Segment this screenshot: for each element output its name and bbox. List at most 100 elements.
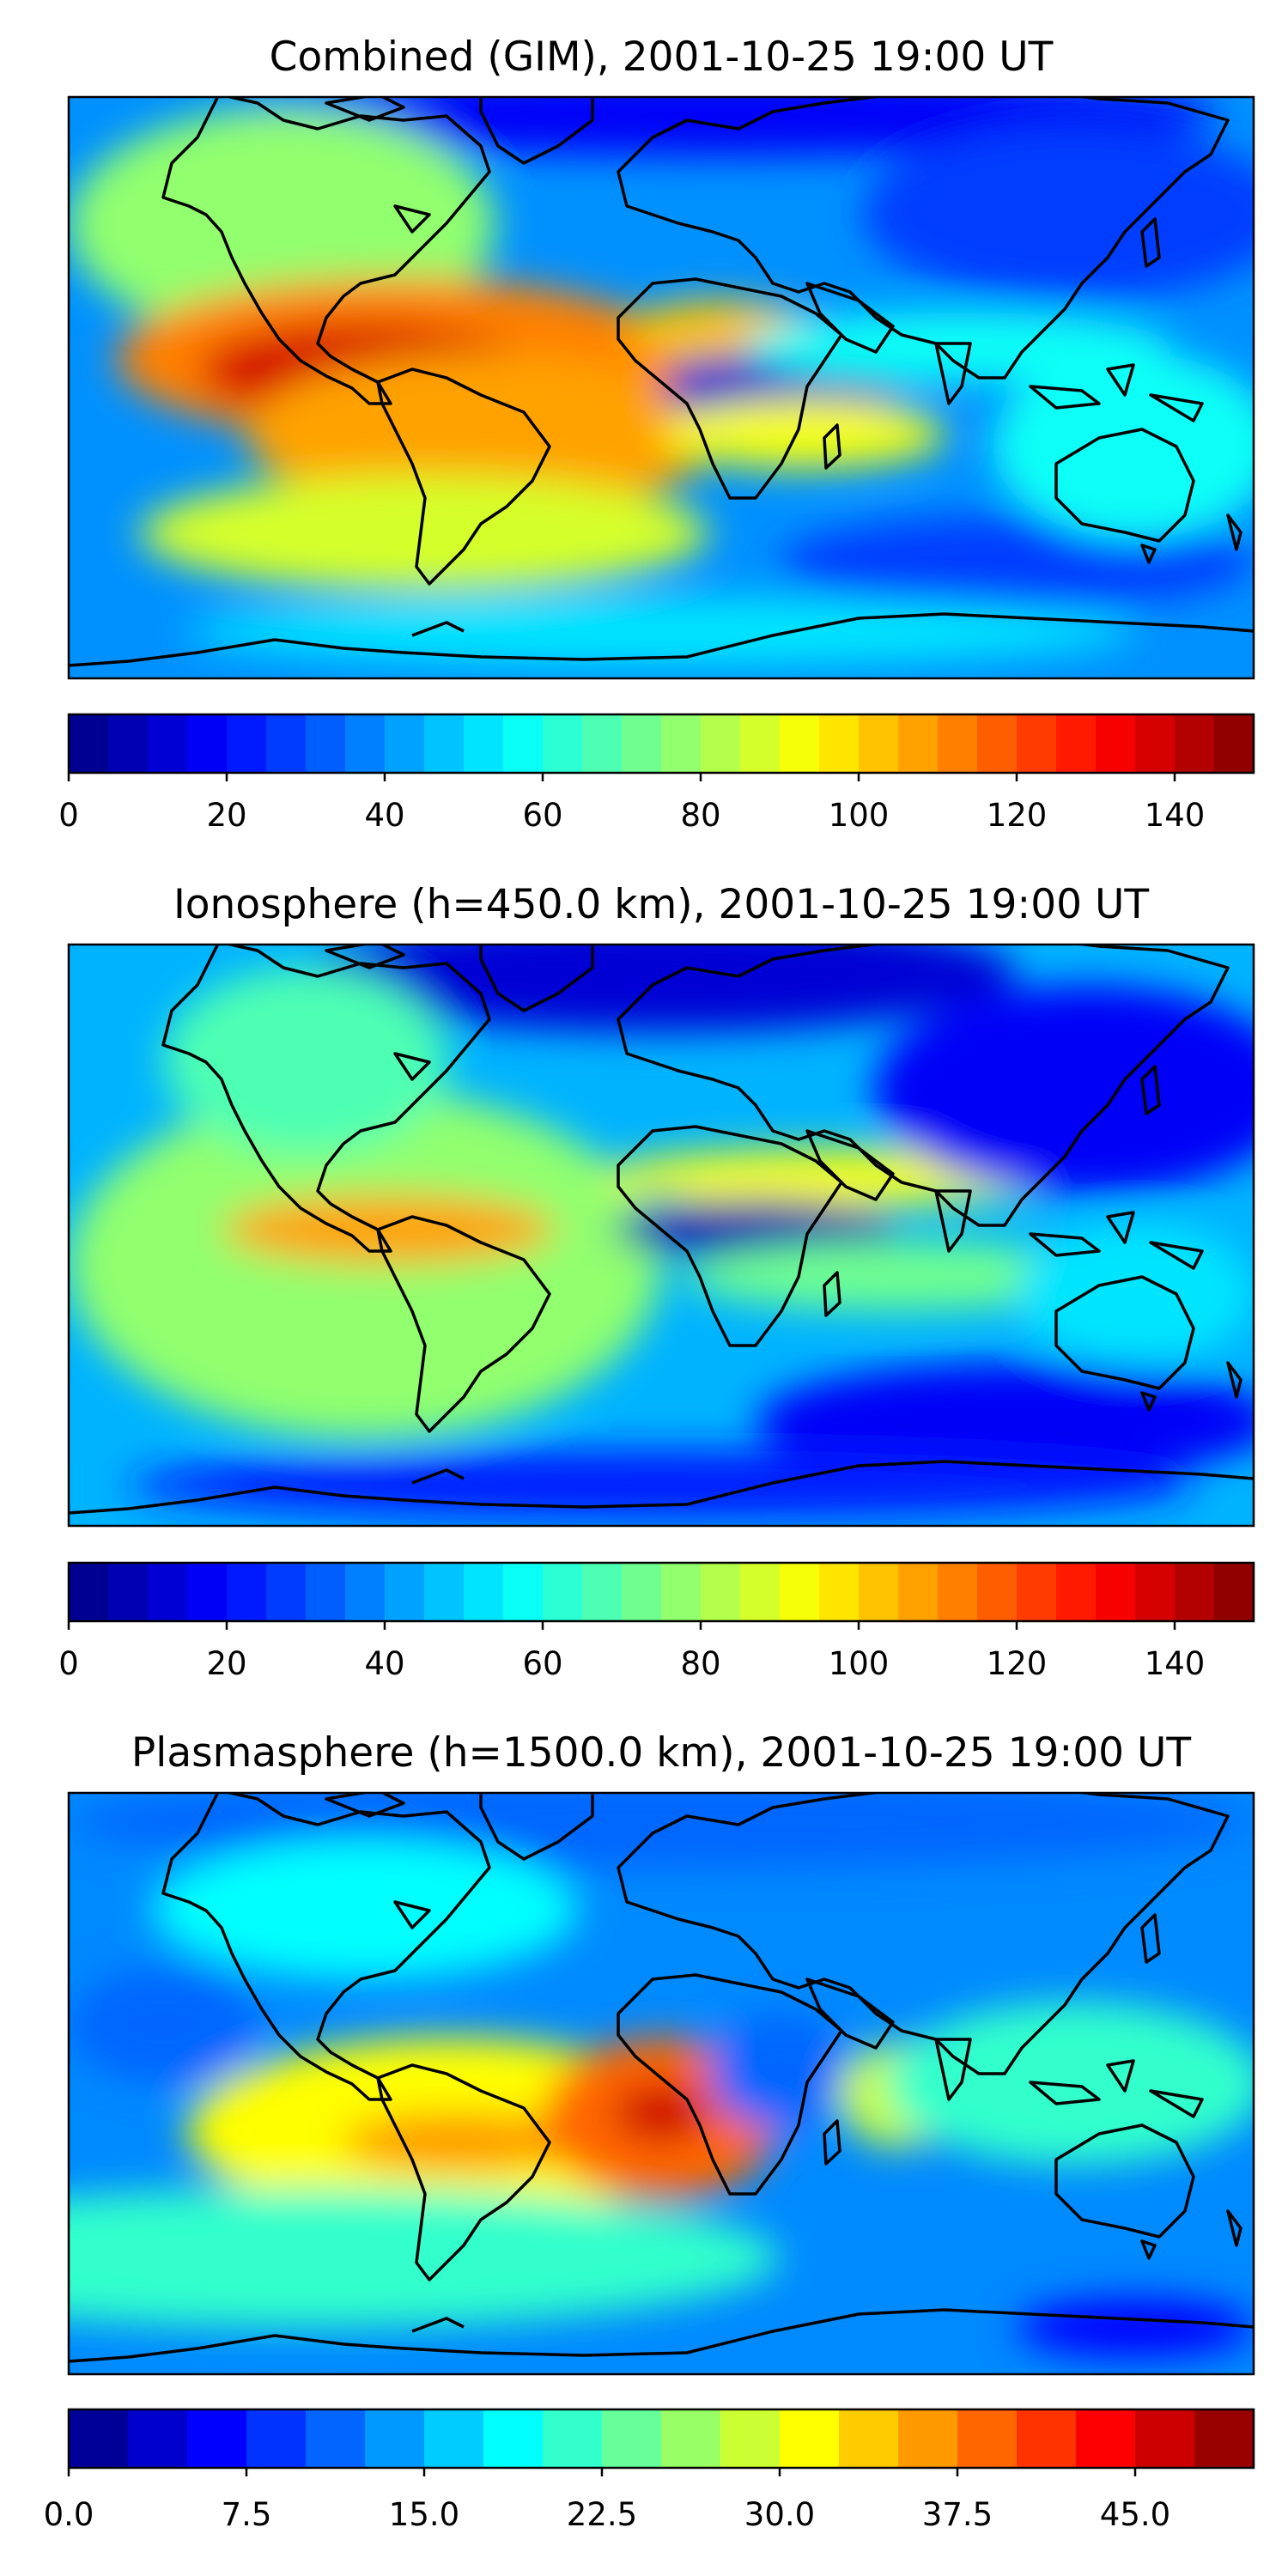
colorbar-tick-label: 120 — [987, 797, 1048, 834]
colorbar-segment — [661, 714, 702, 773]
colorbar: 0 20 40 60 80 100 120 140 — [58, 713, 1255, 834]
colorbar-segment — [622, 1563, 662, 1621]
panel-title: Combined (GIM), 2001-10-25 19:00 UT — [270, 33, 1054, 81]
colorbar-segment — [227, 714, 267, 773]
colorbar: 0.0 7.5 15.0 22.5 30.0 37.5 45.0 — [44, 2408, 1255, 2533]
colorbar-segment — [503, 1563, 544, 1621]
colorbar-segment — [622, 714, 662, 773]
colorbar-segment — [365, 2409, 425, 2468]
colorbar-segment — [424, 714, 465, 773]
colorbar-frame — [67, 2408, 1255, 2470]
colorbar-segment — [464, 1563, 504, 1621]
colorbar-segment — [1076, 2409, 1136, 2468]
tec-contour — [661, 399, 946, 470]
colorbar-tick-label: 30.0 — [744, 2496, 815, 2533]
colorbar-segment — [424, 2409, 484, 2468]
colorbar-segment — [661, 1563, 702, 1621]
colorbar-tick-label: 20 — [206, 797, 246, 834]
colorbar-segment — [543, 714, 583, 773]
colorbar-segment — [306, 2409, 366, 2468]
colorbar-segment — [1096, 1563, 1136, 1621]
colorbar-segment — [543, 2409, 603, 2468]
map-panel-combined — [69, 97, 1254, 678]
colorbar-segment — [740, 1563, 781, 1621]
tec-contour — [69, 1967, 258, 2084]
colorbar-tick-label: 120 — [987, 1645, 1048, 1682]
colorbar-segment — [503, 714, 544, 773]
colorbar-frame — [67, 1561, 1255, 1623]
colorbar-segment — [1214, 1563, 1255, 1621]
colorbar-segment — [898, 2409, 958, 2468]
colorbar-segment — [1017, 1563, 1057, 1621]
colorbar-segment — [148, 1563, 188, 1621]
colorbar-segment — [1175, 714, 1215, 773]
colorbar-tick-label: 80 — [680, 1645, 720, 1682]
colorbar-segment — [957, 2409, 1018, 2468]
colorbar-segment — [306, 1563, 346, 1621]
tec-contour — [69, 1090, 661, 1439]
colorbar-segment — [464, 714, 504, 773]
colorbar-tick-label: 45.0 — [1100, 2496, 1170, 2533]
colorbar-segment — [385, 1563, 425, 1621]
colorbar-segment — [1194, 2409, 1255, 2468]
colorbar-tick-label: 20 — [206, 1645, 246, 1682]
colorbar-segment — [701, 1563, 741, 1621]
colorbar-segment — [108, 1563, 149, 1621]
colorbar-segment — [345, 714, 386, 773]
colorbar-tick-label: 0.0 — [44, 2496, 94, 2533]
tec-contour — [246, 352, 720, 516]
map-panel-plasmasphere — [69, 1793, 1254, 2374]
colorbar-segment — [108, 714, 149, 773]
map-panel-ionosphere — [69, 945, 1254, 1526]
tec-contour — [139, 475, 709, 592]
colorbar-segment — [128, 2409, 188, 2468]
colorbar-segment — [1056, 714, 1097, 773]
colorbar-segment — [385, 714, 425, 773]
colorbar-tick-label: 0 — [58, 797, 79, 834]
tec-contour — [862, 125, 1254, 301]
tec-contour — [222, 1194, 555, 1265]
colorbar-tick-label: 60 — [522, 797, 562, 834]
tec-contour — [341, 2112, 579, 2172]
tec-field — [69, 945, 1254, 1521]
tec-contour — [744, 312, 1171, 382]
colorbar-segment — [780, 1563, 820, 1621]
colorbar-segment — [1135, 1563, 1176, 1621]
colorbar-segment — [859, 1563, 899, 1621]
colorbar-segment — [227, 1563, 267, 1621]
colorbar-segment — [1214, 714, 1255, 773]
colorbar-segment — [187, 2409, 247, 2468]
colorbar-segment — [1096, 714, 1136, 773]
colorbar-segment — [582, 714, 623, 773]
colorbar-segment — [819, 1563, 860, 1621]
colorbar-tick-label: 100 — [829, 1645, 890, 1682]
colorbar-segment — [1017, 2409, 1077, 2468]
tec-contour — [886, 2002, 1254, 2166]
map-frame — [67, 1791, 1255, 2376]
colorbar-segment — [582, 1563, 623, 1621]
tec-contour — [69, 2188, 780, 2328]
colorbar-tick-label: 100 — [829, 797, 890, 834]
colorbar-segment — [1175, 1563, 1215, 1621]
colorbar-segment — [720, 2409, 781, 2468]
colorbar-segment — [306, 714, 346, 773]
tec-contour — [1017, 2298, 1254, 2357]
tec-contour — [756, 1363, 1254, 1479]
tec-contour — [187, 597, 1135, 667]
colorbar-segment — [977, 1563, 1018, 1621]
colorbar-tick-label: 80 — [680, 797, 720, 834]
colorbar-tick-label: 37.5 — [922, 2496, 993, 2533]
colorbar-segment — [69, 1563, 109, 1621]
colorbar-segment — [701, 714, 741, 773]
tec-contour — [874, 985, 1254, 1195]
tec-contour — [708, 2014, 851, 2130]
colorbar-segment — [780, 2409, 840, 2468]
panel-title: Ionosphere (h=450.0 km), 2001-10-25 19:0… — [173, 881, 1149, 928]
colorbar-tick-label: 140 — [1145, 797, 1206, 834]
colorbar-tick-label: 40 — [364, 797, 404, 834]
colorbar-segment — [780, 714, 820, 773]
colorbar-segment — [898, 714, 939, 773]
colorbar-segment — [345, 1563, 386, 1621]
colorbar-segment — [1056, 1563, 1097, 1621]
